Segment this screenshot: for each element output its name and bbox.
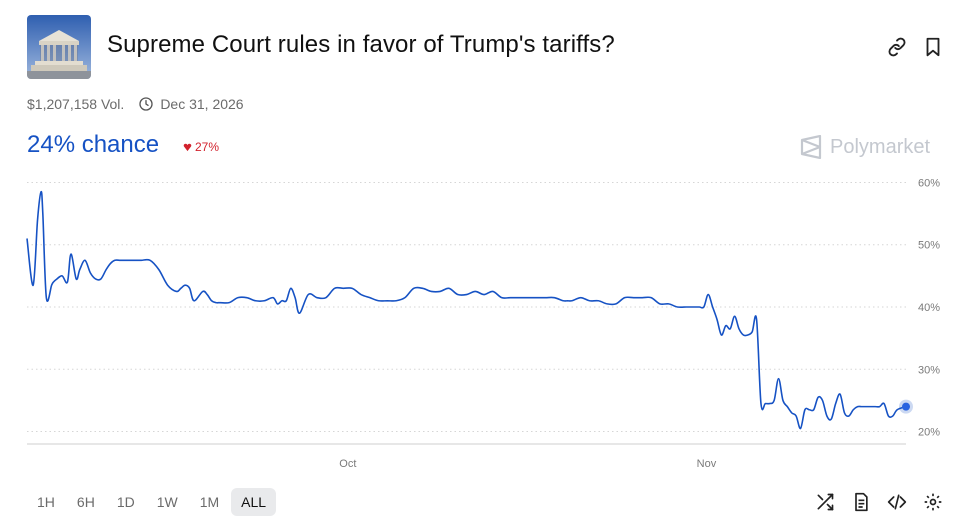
series-line-yes (26, 190, 907, 430)
volume-text: $1,207,158 Vol. (27, 96, 125, 112)
polymarket-logo-icon (800, 135, 822, 159)
y-tick-label: 20% (918, 427, 940, 439)
supreme-court-building-image (27, 15, 91, 79)
clock-icon (138, 96, 154, 112)
range-button-1w[interactable]: 1W (156, 494, 178, 510)
code-icon[interactable] (887, 492, 907, 512)
price-chart: 60% 50% 40% 30% 20% Oct Nov (26, 177, 940, 470)
range-button-1d[interactable]: 1D (116, 494, 135, 510)
range-button-1h[interactable]: 1H (37, 494, 55, 510)
change-badge: 27% (183, 140, 219, 154)
link-icon[interactable] (886, 36, 908, 58)
x-tick-label: Nov (697, 458, 717, 470)
chance-label: 24% chance (27, 131, 160, 158)
range-button-6h[interactable]: 6H (76, 494, 95, 510)
y-tick-label: 30% (918, 364, 940, 376)
x-tick-label: Oct (339, 458, 356, 470)
bookmark-icon[interactable] (922, 36, 944, 58)
y-tick-label: 50% (918, 240, 940, 252)
caret-down-icon (183, 143, 192, 151)
change-value: 27% (195, 140, 220, 154)
y-tick-label: 60% (918, 177, 940, 189)
shuffle-icon[interactable] (815, 492, 835, 512)
time-range-selector: 1H 6H 1D 1W 1M ALL (27, 488, 277, 516)
brand-name: Polymarket (830, 135, 931, 158)
polymarket-watermark: Polymarket (800, 135, 930, 159)
range-button-1m[interactable]: 1M (199, 494, 220, 510)
range-button-all[interactable]: ALL (231, 488, 277, 516)
y-tick-label: 40% (918, 302, 940, 314)
market-title: Supreme Court rules in favor of Trump's … (107, 31, 615, 58)
market-thumbnail (27, 15, 91, 79)
end-date-text: Dec 31, 2026 (160, 96, 244, 112)
current-point (902, 402, 910, 411)
document-icon[interactable] (851, 492, 871, 512)
market-meta: $1,207,158 Vol. Dec 31, 2026 (27, 96, 244, 112)
settings-gear-icon[interactable] (923, 492, 943, 512)
